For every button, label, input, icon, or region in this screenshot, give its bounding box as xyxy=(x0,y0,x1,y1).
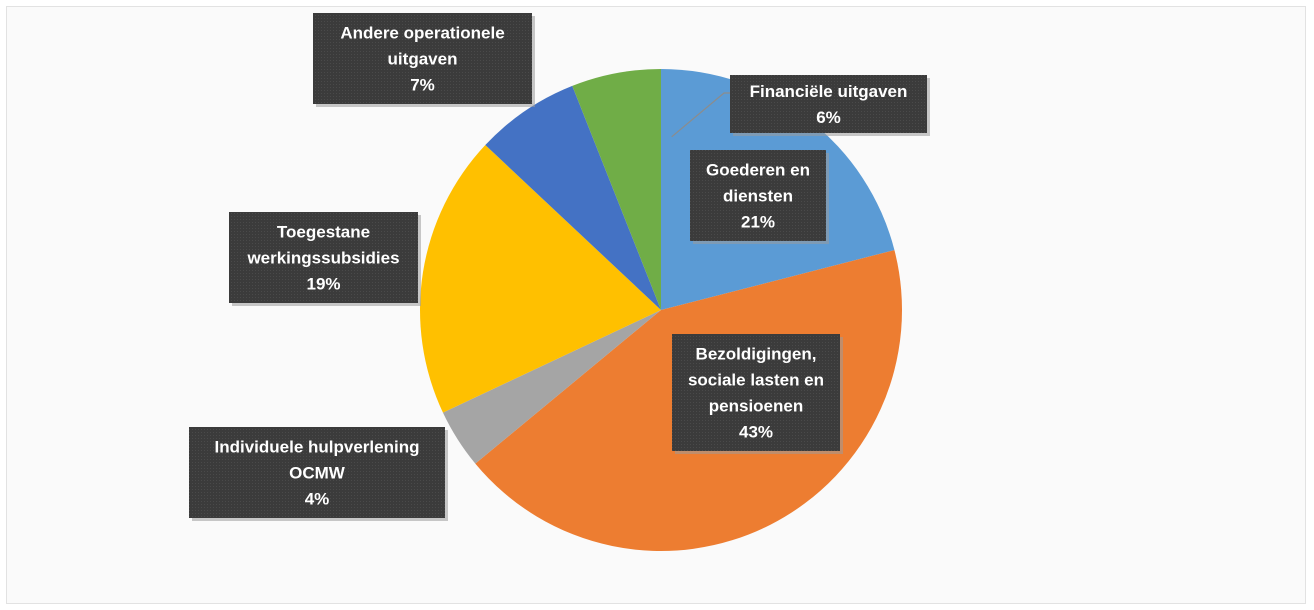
label-category-line: Andere operationele xyxy=(340,24,504,43)
label-percent: 21% xyxy=(741,213,775,232)
label-percent: 7% xyxy=(410,76,435,95)
label-category-line: pensioenen xyxy=(709,397,803,416)
pie-slice-werkingssubsidies xyxy=(420,145,661,413)
pie-slice-financiele-uitgaven xyxy=(572,69,661,310)
pie-slice-andere-operationele xyxy=(485,85,661,310)
label-category-line: werkingssubsidies xyxy=(246,249,399,268)
label-category-line: Goederen en xyxy=(706,161,810,180)
label-category-line: uitgaven xyxy=(388,50,458,69)
leader-line-financiele-uitgaven xyxy=(671,92,730,138)
label-percent: 43% xyxy=(739,423,773,442)
label-box xyxy=(313,13,532,104)
label-category-line: Financiële uitgaven xyxy=(750,82,908,101)
label-percent: 4% xyxy=(305,490,330,509)
data-label-werkingssubsidies: Toegestane werkingssubsidies 19% xyxy=(229,212,421,306)
label-category-line: Toegestane xyxy=(277,223,370,242)
label-percent: 19% xyxy=(306,275,340,294)
data-label-individuele-hulpverlening: Individuele hulpverlening OCMW 4% xyxy=(189,427,448,521)
label-box xyxy=(690,150,826,241)
label-category-line: Individuele hulpverlening xyxy=(215,438,420,457)
data-label-financiele-uitgaven: Financiële uitgaven 6% xyxy=(730,75,930,136)
label-box xyxy=(730,75,927,133)
data-label-andere-operationele: Andere operationele uitgaven 7% xyxy=(313,13,535,107)
data-label-goederen-diensten: Goederen en diensten 21% xyxy=(690,150,829,244)
label-box xyxy=(672,334,840,451)
label-box xyxy=(189,427,445,518)
label-category-line: OCMW xyxy=(289,464,346,483)
label-category-line: diensten xyxy=(723,187,793,206)
label-category-line: sociale lasten en xyxy=(688,371,824,390)
pie-slice-individuele-hulpverlening xyxy=(442,310,661,464)
label-category-line: Bezoldigingen, xyxy=(696,345,817,364)
label-percent: 6% xyxy=(816,108,841,127)
data-label-bezoldigingen: Bezoldigingen, sociale lasten en pensioene… xyxy=(672,334,843,454)
label-box xyxy=(229,212,418,303)
